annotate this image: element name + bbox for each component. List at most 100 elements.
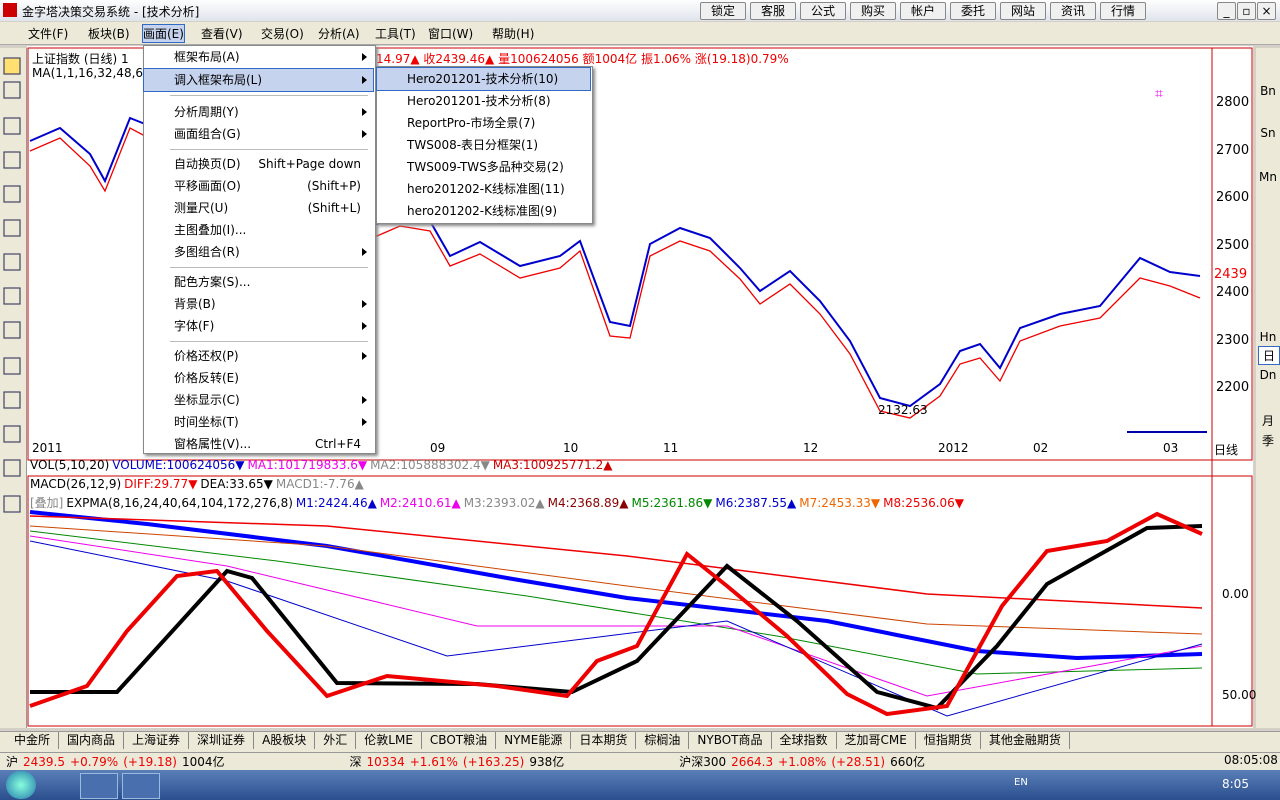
menu-separator bbox=[170, 95, 368, 96]
top-button[interactable]: 锁定 bbox=[700, 2, 746, 20]
top-button[interactable]: 资讯 bbox=[1050, 2, 1096, 20]
indicator-text: VOLUME:100624056▼ bbox=[112, 458, 245, 472]
x-tick-label: 10 bbox=[563, 441, 579, 455]
market-tab[interactable]: 全球指数 bbox=[772, 732, 837, 749]
menu-item[interactable]: 分析(A) bbox=[318, 27, 360, 41]
menu-option[interactable]: 配色方案(S)... bbox=[144, 271, 373, 293]
market-tab[interactable]: 国内商品 bbox=[59, 732, 125, 749]
menu-option[interactable]: 调入框架布局(L) bbox=[143, 68, 374, 92]
menu-option[interactable]: 窗格属性(V)... Ctrl+F4 bbox=[144, 433, 373, 455]
menu-option[interactable]: 测量尺(U) (Shift+L) bbox=[144, 197, 373, 219]
x-tick-label: 2011 bbox=[32, 441, 63, 455]
period-button[interactable]: Mn bbox=[1259, 170, 1277, 184]
submenu-option[interactable]: TWS008-表日分框架(1) bbox=[407, 138, 539, 152]
period-button[interactable]: 季 bbox=[1261, 434, 1274, 448]
top-button[interactable]: 委托 bbox=[950, 2, 996, 20]
menu-shortcut: (Shift+L) bbox=[307, 201, 361, 215]
task-word[interactable] bbox=[80, 773, 118, 799]
window-controls[interactable]: _ ▫ × bbox=[1217, 2, 1277, 20]
volume-line: VOL(5,10,20) VOLUME:100624056▼ MA1:1017198… bbox=[30, 458, 615, 472]
menu-option[interactable]: 自动换页(D) Shift+Page down bbox=[144, 153, 373, 175]
top-button[interactable]: 购买 bbox=[850, 2, 896, 20]
period-button[interactable]: Dn bbox=[1259, 368, 1277, 382]
period-button[interactable]: Bn bbox=[1260, 84, 1276, 98]
y-tick-label: 2300 bbox=[1216, 332, 1250, 348]
submenu-option[interactable]: Hero201201-技术分析(8) bbox=[407, 94, 551, 108]
submenu-option[interactable]: TWS009-TWS多品种交易(2) bbox=[407, 160, 564, 174]
market-tab[interactable]: NYBOT商品 bbox=[689, 732, 772, 749]
menu-label: 主图叠加(I)... bbox=[174, 223, 247, 237]
submenu-option[interactable]: hero201202-K线标准图(9) bbox=[407, 204, 558, 218]
market-tab[interactable]: 日本期货 bbox=[571, 732, 637, 749]
tab-bar bbox=[0, 731, 1280, 752]
market-tab[interactable]: NYME能源 bbox=[496, 732, 572, 749]
market-tab[interactable]: A股板块 bbox=[254, 732, 316, 749]
menu-label: 配色方案(S)... bbox=[174, 275, 251, 289]
menu-item[interactable]: 窗口(W) bbox=[428, 27, 474, 41]
submenu: Hero201201-技术分析(10) Hero201201-技术分析(8) Rep… bbox=[376, 66, 593, 224]
menu-item[interactable]: 查看(V) bbox=[201, 27, 243, 41]
menu-option[interactable]: 字体(F) bbox=[144, 315, 373, 337]
market-tab[interactable]: 深圳证券 bbox=[189, 732, 255, 749]
menu-item[interactable]: 画面(E) bbox=[142, 24, 185, 43]
quote-group: 沪深300 2664.3 +1.08% (+28.51) 660亿 bbox=[679, 755, 930, 769]
submenu-option[interactable]: ReportPro-市场全景(7) bbox=[407, 116, 536, 130]
menu-item[interactable]: 文件(F) bbox=[28, 27, 69, 41]
menu-option[interactable]: 背景(B) bbox=[144, 293, 373, 315]
menu-item[interactable]: 板块(B) bbox=[88, 27, 130, 41]
status-bar bbox=[0, 752, 1280, 770]
top-button[interactable]: 网站 bbox=[1000, 2, 1046, 20]
submenu-option[interactable]: hero201202-K线标准图(11) bbox=[407, 182, 565, 196]
menu-option[interactable]: 平移画面(O) (Shift+P) bbox=[144, 175, 373, 197]
menu-option[interactable]: 画面组合(G) bbox=[144, 123, 373, 145]
start-button[interactable] bbox=[6, 771, 36, 799]
menu-option[interactable]: 分析周期(Y) bbox=[144, 101, 373, 123]
indicator-text: DIFF:29.77▼ bbox=[124, 477, 198, 491]
menu-label: 背景(B) bbox=[174, 297, 216, 311]
market-tab[interactable]: 伦敦LME bbox=[356, 732, 422, 749]
menu-option[interactable]: 价格反转(E) bbox=[144, 367, 373, 389]
period-button[interactable]: 日 bbox=[1258, 346, 1280, 365]
y-tick-label: 2800 bbox=[1216, 95, 1250, 110]
period-button[interactable]: Hn bbox=[1259, 330, 1277, 344]
submenu-option[interactable]: Hero201201-技术分析(10) bbox=[376, 67, 591, 91]
market-tab[interactable]: 上海证券 bbox=[124, 732, 190, 749]
top-button[interactable]: 行情 bbox=[1100, 2, 1146, 20]
menu-item[interactable]: 交易(O) bbox=[261, 27, 304, 41]
menu-option[interactable]: 时间坐标(T) bbox=[144, 411, 373, 433]
menu-option[interactable]: 坐标显示(C) bbox=[144, 389, 373, 411]
market-tab[interactable]: 外汇 bbox=[315, 732, 357, 749]
task-app[interactable] bbox=[122, 773, 160, 799]
menu-item[interactable]: 帮助(H) bbox=[492, 27, 535, 41]
quote-text: +1.08% bbox=[778, 755, 827, 769]
market-tab[interactable]: CBOT粮油 bbox=[422, 732, 497, 749]
tool-icons bbox=[3, 57, 21, 513]
market-tab[interactable]: 恒指期货 bbox=[916, 732, 981, 749]
menu-option[interactable]: 框架布局(A) bbox=[144, 46, 373, 68]
menu-option[interactable]: 多图组合(R) bbox=[144, 241, 373, 263]
market-tab[interactable]: 芝加哥CME bbox=[837, 732, 916, 749]
period-button[interactable]: 月 bbox=[1261, 414, 1274, 428]
period-button[interactable]: Sn bbox=[1260, 126, 1276, 140]
menu-option[interactable]: 价格还权(P) bbox=[144, 345, 373, 367]
menu-shortcut: Ctrl+F4 bbox=[315, 437, 361, 451]
menu-option[interactable]: 主图叠加(I)... bbox=[144, 219, 373, 241]
quote-text: 938亿 bbox=[529, 755, 565, 769]
menu-item[interactable]: 工具(T) bbox=[375, 27, 416, 41]
market-tab[interactable]: 其他金融期货 bbox=[981, 732, 1070, 749]
tab-list: 中金所 国内商品 上海证券 深圳证券 A股板块 外汇 伦敦LME CBOT粮油 NYME能源 日本… bbox=[6, 732, 1070, 749]
market-tab[interactable]: 中金所 bbox=[6, 732, 60, 749]
indicator-text: M6:2387.55▲ bbox=[715, 496, 797, 510]
top-button[interactable]: 客服 bbox=[750, 2, 796, 20]
quote-text: 10334 bbox=[366, 755, 405, 769]
low-label: 2132.63 bbox=[878, 403, 928, 417]
top-button[interactable]: 帐户 bbox=[900, 2, 946, 20]
right-toolbar: Bn Sn Mn Hn 日 Dn 月季 bbox=[1256, 48, 1280, 728]
menu-label: 多图组合(R) bbox=[174, 245, 240, 259]
market-tab[interactable]: 棕榈油 bbox=[636, 732, 690, 749]
top-button[interactable]: 公式 bbox=[800, 2, 846, 20]
ma-line: MA(1,1,16,32,48,6 bbox=[32, 66, 144, 80]
quote-text: 2664.3 bbox=[731, 755, 774, 769]
x-tick-label: 02 bbox=[1033, 441, 1049, 455]
